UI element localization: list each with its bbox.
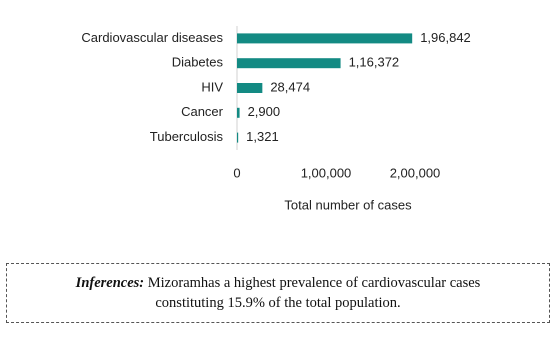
y-tick-label: Cardiovascular diseases [81,30,223,45]
value-label: 1,96,842 [420,30,471,45]
inference-label: Inferences: [75,275,145,291]
x-tick-label: 0 [233,165,240,180]
x-tick-label: 2,00,000 [390,165,441,180]
x-tick-label: 1,00,000 [301,165,352,180]
y-tick-label: Diabetes [172,55,224,70]
bar [237,33,413,44]
inference-box: Inferences: Mizoramhas a highest prevale… [6,263,550,323]
value-label: 28,474 [270,79,310,94]
bar [237,58,341,69]
y-tick-label: HIV [201,79,223,94]
value-label: 2,900 [248,104,281,119]
inference-text: Mizoramhas a highest prevalence of cardi… [147,275,481,311]
y-tick-label: Tuberculosis [150,129,224,144]
bar [237,132,239,143]
inference: Inferences: Mizoramhas a highest prevale… [43,273,513,313]
bar [237,107,240,118]
x-axis-label: Total number of cases [284,197,412,212]
chart: Total number of cases 0 1,00,000 2,00,000 C… [81,26,471,212]
bar [237,83,263,93]
y-tick-label: Cancer [181,104,224,119]
value-label: 1,321 [246,129,279,144]
value-label: 1,16,372 [349,55,400,70]
